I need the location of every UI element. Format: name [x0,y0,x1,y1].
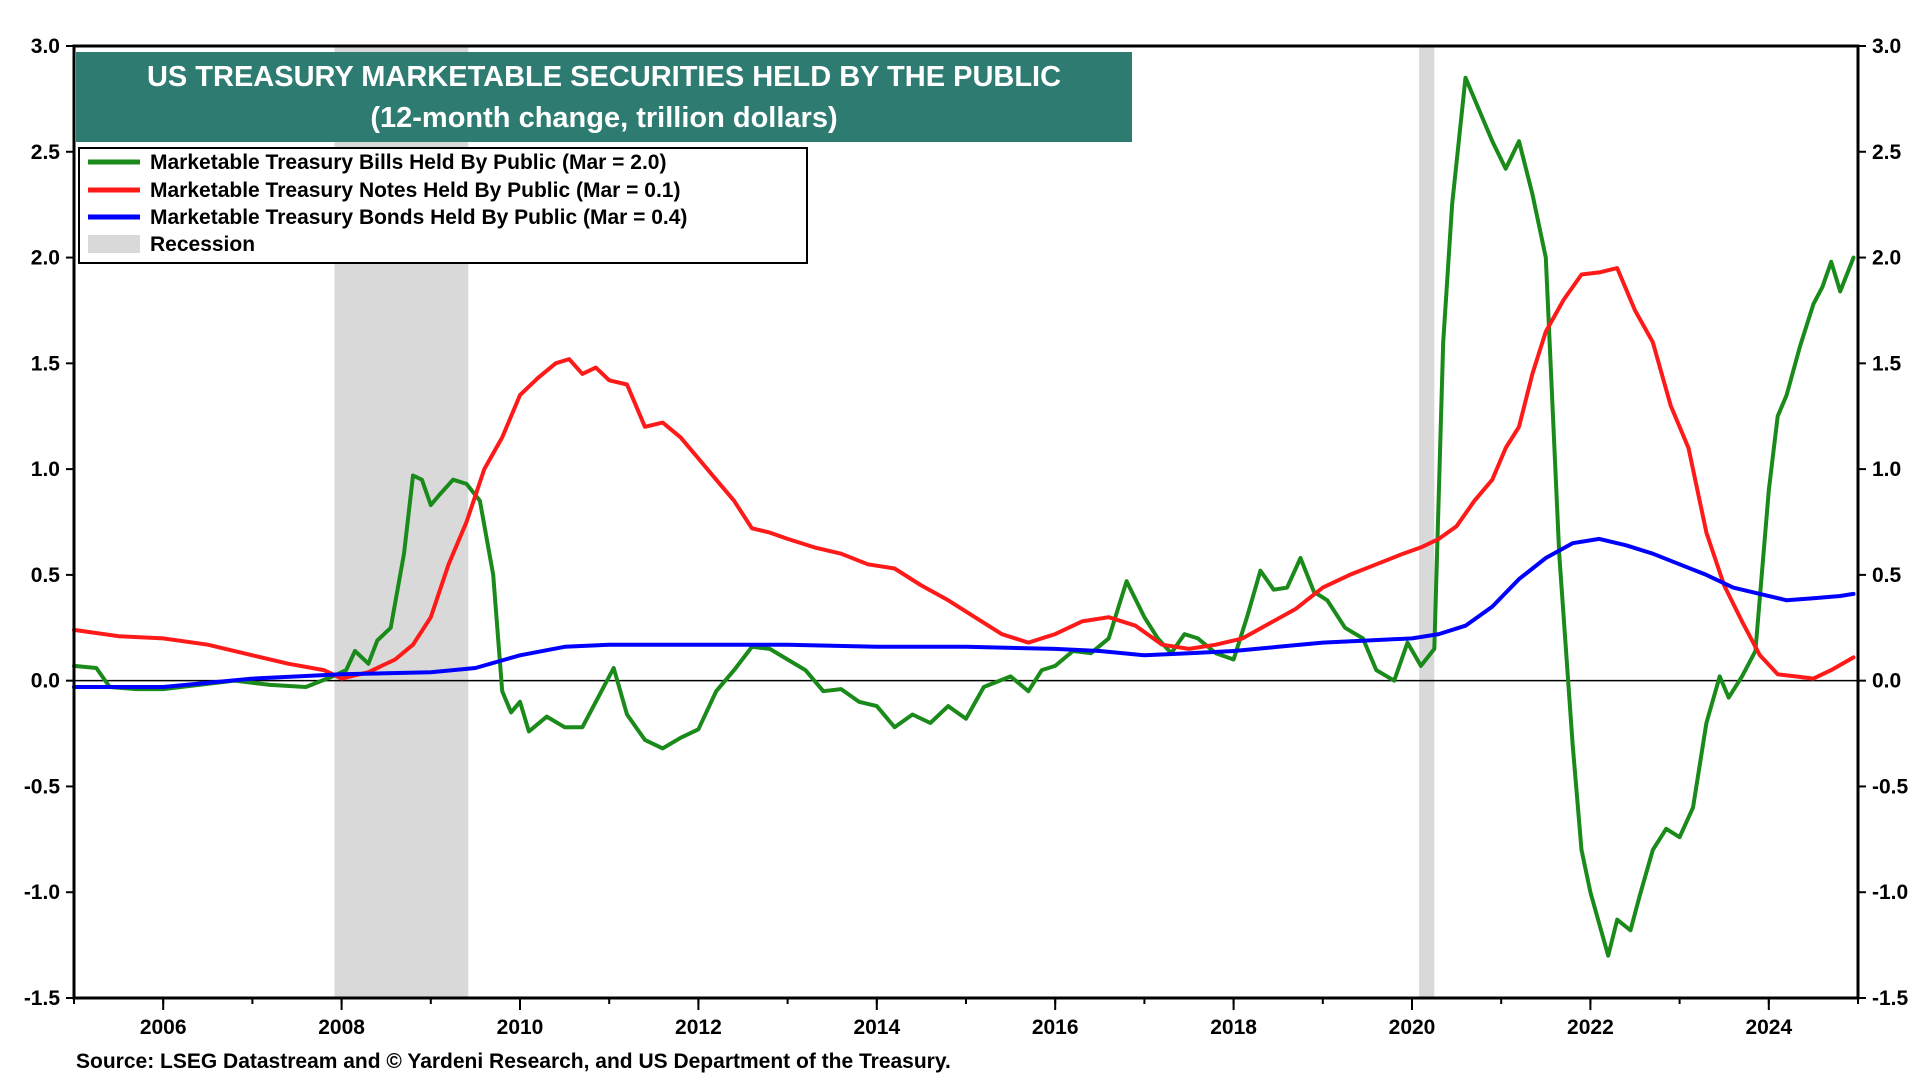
x-tick-label-4: 2014 [853,1016,900,1039]
legend-label-bonds: Marketable Treasury Bonds Held By Public… [150,206,687,229]
title-box: US TREASURY MARKETABLE SECURITIES HELD B… [76,52,1132,142]
legend-swatch-recession [88,235,140,253]
x-tick-label-6: 2018 [1210,1016,1257,1039]
y-tick-label-right-3: 1.5 [1872,352,1902,375]
x-tick-label-2: 2010 [497,1016,544,1039]
x-tick-label-5: 2016 [1032,1016,1079,1039]
y-tick-label-right-5: 0.5 [1872,564,1902,587]
x-axis-ticks: 2006 2008 2010 2012 2014 2016 2018 2020 2022 2024 [73,998,1859,1039]
legend-box [78,147,808,264]
x-tick-label-7: 2020 [1389,1016,1436,1039]
chart-title: US TREASURY MARKETABLE SECURITIES HELD B… [147,61,1061,93]
y-tick-label-right-1: 2.5 [1872,141,1902,164]
legend-label-notes: Marketable Treasury Notes Held By Public… [150,179,680,202]
x-tick-label-3: 2012 [675,1016,722,1039]
x-tick-label-0: 2006 [140,1016,187,1039]
chart-subtitle: (12-month change, trillion dollars) [370,102,837,134]
series-line-2 [72,536,1856,689]
y-tick-label-right-4: 1.0 [1872,458,1901,481]
y-tick-label-left-1: 2.5 [31,141,61,164]
legend-label-recession: Recession [150,233,255,256]
y-tick-label-left-4: 1.0 [31,458,60,481]
x-tick-label-8: 2022 [1567,1016,1614,1039]
y-axis-ticks: 3.0 3.0 2.5 2.5 2.0 2.0 1.5 1.5 1.0 1.0 0.5 0.5 0.0 0… [24,35,1909,1010]
x-tick-label-9: 2024 [1745,1016,1792,1039]
y-tick-label-left-2: 2.0 [31,247,60,270]
source-note: Source: LSEG Datastream and © Yardeni Re… [76,1050,951,1073]
legend-label-bills: Marketable Treasury Bills Held By Public… [150,151,666,174]
recession-band-1 [1419,46,1435,998]
series-lines [72,75,1856,958]
y-tick-label-right-8: -1.0 [1872,881,1908,904]
series-line-1 [72,266,1856,681]
x-tick-label-1: 2008 [318,1016,365,1039]
y-tick-label-left-5: 0.5 [31,564,61,587]
y-tick-label-right-9: -1.5 [1872,987,1909,1010]
y-tick-label-left-3: 1.5 [31,352,61,375]
y-tick-label-right-6: 0.0 [1872,670,1901,693]
y-tick-label-left-7: -0.5 [24,775,61,798]
y-tick-label-right-7: -0.5 [1872,775,1909,798]
series-line-0 [72,75,1856,958]
y-tick-label-right-2: 2.0 [1872,247,1901,270]
y-tick-label-left-9: -1.5 [24,987,61,1010]
y-tick-label-right-0: 3.0 [1872,35,1901,58]
legend: Marketable Treasury Bills Held By Public… [78,147,808,264]
y-tick-label-left-0: 3.0 [31,35,60,58]
y-tick-label-left-6: 0.0 [31,670,60,693]
title-background [76,52,1132,142]
y-tick-label-left-8: -1.0 [24,881,60,904]
